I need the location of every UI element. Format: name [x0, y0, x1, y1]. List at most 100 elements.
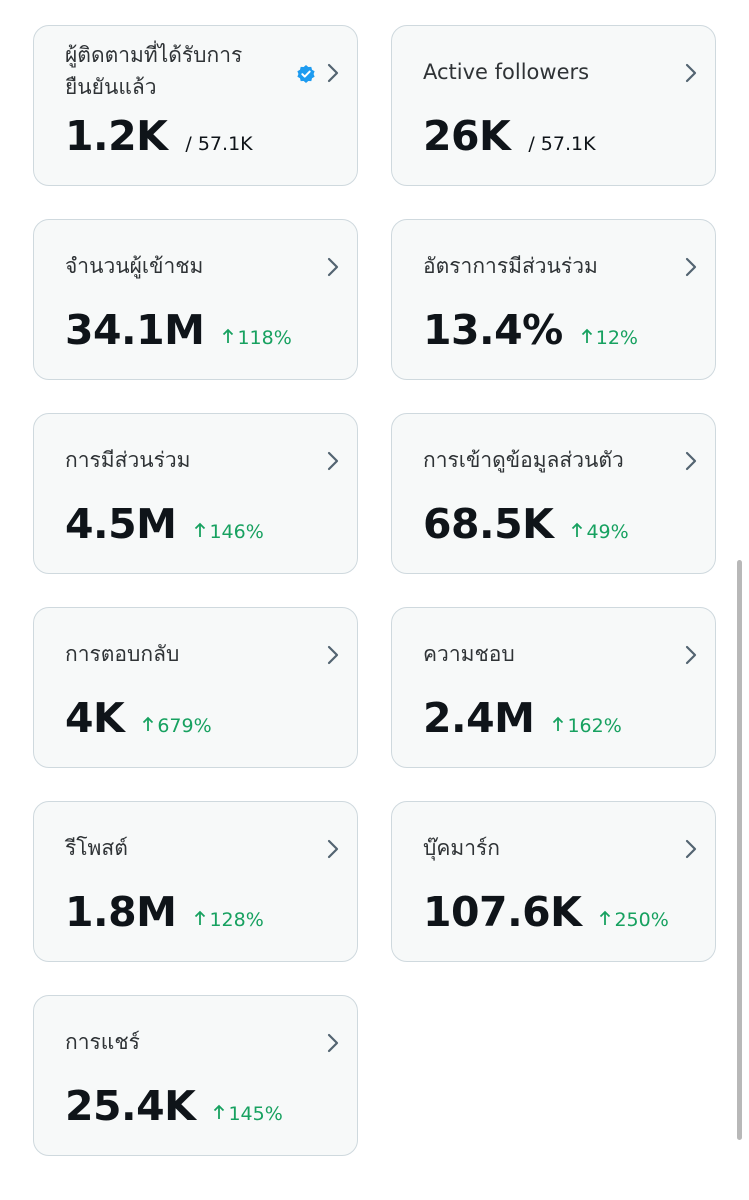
metric-change: 250%: [599, 909, 669, 931]
metric-card[interactable]: ผู้ติดตามที่ได้รับการยืนยันแล้ว 1.2K / 57.…: [33, 25, 358, 186]
up-arrow-icon: [572, 522, 583, 537]
badge: [296, 64, 316, 88]
metric-value: 25.4K: [65, 1082, 196, 1130]
change-text: 250%: [614, 909, 669, 931]
chevron: [683, 644, 699, 670]
card-title: รีโพสต์: [65, 836, 128, 860]
chevron: [325, 256, 341, 282]
up-arrow-icon: [143, 716, 154, 731]
metric-card[interactable]: การเข้าดูข้อมูลส่วนตัว 68.5K 49%: [391, 413, 716, 574]
card-title: การมีส่วนร่วม: [65, 448, 191, 472]
scrollbar: [737, 560, 742, 1140]
metric-card[interactable]: ความชอบ 2.4M 162%: [391, 607, 716, 768]
metric-total: / 57.1K: [185, 133, 253, 155]
metric-value: 26K: [423, 112, 511, 160]
card-title: อัตราการมีส่วนร่วม: [423, 254, 598, 278]
chevron-icon: [685, 451, 697, 471]
metric-change: 679%: [142, 715, 212, 737]
chevron: [325, 1032, 341, 1058]
change-text: 145%: [228, 1103, 283, 1125]
change-text: 679%: [157, 715, 212, 737]
value-row: 26K / 57.1K: [423, 112, 596, 160]
metric-change: 128%: [194, 909, 264, 931]
change-text: 128%: [209, 909, 264, 931]
metric-value: 1.2K: [65, 112, 168, 160]
metric-value: 1.8M: [65, 888, 177, 936]
metric-card[interactable]: อัตราการมีส่วนร่วม 13.4% 12%: [391, 219, 716, 380]
card-title: Active followers: [423, 60, 590, 84]
change-text: 162%: [567, 715, 622, 737]
chevron: [683, 256, 699, 282]
chevron: [325, 644, 341, 670]
metric-change: 12%: [581, 327, 638, 349]
metric-value: 68.5K: [423, 500, 554, 548]
card-title: ความชอบ: [423, 642, 515, 666]
chevron: [683, 838, 699, 864]
chevron: [325, 62, 341, 88]
value-row: 4.5M 146%: [65, 500, 264, 548]
chevron: [325, 838, 341, 864]
value-row: 1.2K / 57.1K: [65, 112, 253, 160]
chevron-icon: [327, 63, 339, 83]
card-title: การแชร์: [65, 1030, 140, 1054]
verified-badge: [297, 65, 315, 83]
value-row: 34.1M 118%: [65, 306, 292, 354]
value-row: 25.4K 145%: [65, 1082, 283, 1130]
card-title: การเข้าดูข้อมูลส่วนตัว: [423, 448, 624, 472]
card-title: ผู้ติดตามที่ได้รับการยืนยันแล้ว: [65, 43, 243, 99]
chevron-icon: [327, 451, 339, 471]
metric-change: 146%: [194, 521, 264, 543]
metric-change: 145%: [213, 1103, 283, 1125]
chevron-icon: [685, 839, 697, 859]
chevron-icon: [327, 1033, 339, 1053]
metric-value: 4.5M: [65, 500, 177, 548]
chevron: [683, 62, 699, 88]
metric-card[interactable]: รีโพสต์ 1.8M 128%: [33, 801, 358, 962]
metric-change: 118%: [222, 327, 292, 349]
card-title: บุ๊คมาร์ก: [423, 836, 501, 860]
chevron: [683, 450, 699, 476]
value-row: 13.4% 12%: [423, 306, 638, 354]
card-title: การตอบกลับ: [65, 642, 180, 666]
value-row: 4K 679%: [65, 694, 212, 742]
value-row: 2.4M 162%: [423, 694, 622, 742]
chevron: [325, 450, 341, 476]
up-arrow-icon: [195, 522, 206, 537]
metric-change: 49%: [571, 521, 629, 543]
up-arrow-icon: [214, 1104, 225, 1119]
metric-value: 13.4%: [423, 306, 563, 354]
metric-card[interactable]: การแชร์ 25.4K 145%: [33, 995, 358, 1156]
value-row: 107.6K 250%: [423, 888, 669, 936]
metric-card[interactable]: การมีส่วนร่วม 4.5M 146%: [33, 413, 358, 574]
up-arrow-icon: [600, 910, 611, 925]
up-arrow-icon: [553, 716, 564, 731]
metric-card[interactable]: การตอบกลับ 4K 679%: [33, 607, 358, 768]
change-text: 49%: [586, 521, 629, 543]
metric-card[interactable]: Active followers 26K / 57.1K: [391, 25, 716, 186]
chevron-icon: [685, 257, 697, 277]
stats-grid: ผู้ติดตามที่ได้รับการยืนยันแล้ว 1.2K / 57.…: [33, 25, 716, 1156]
metric-value: 2.4M: [423, 694, 535, 742]
metric-total: / 57.1K: [528, 133, 596, 155]
metric-value: 34.1M: [65, 306, 205, 354]
card-title: จำนวนผู้เข้าชม: [65, 254, 204, 278]
value-row: 68.5K 49%: [423, 500, 629, 548]
metric-value: 107.6K: [423, 888, 582, 936]
chevron-icon: [685, 63, 697, 83]
value-row: 1.8M 128%: [65, 888, 264, 936]
metric-card[interactable]: บุ๊คมาร์ก 107.6K 250%: [391, 801, 716, 962]
metric-value: 4K: [65, 694, 125, 742]
chevron-icon: [327, 645, 339, 665]
change-text: 118%: [237, 327, 292, 349]
change-text: 12%: [595, 327, 638, 349]
up-arrow-icon: [581, 328, 592, 343]
up-arrow-icon: [195, 910, 206, 925]
chevron-icon: [327, 257, 339, 277]
chevron-icon: [685, 645, 697, 665]
change-text: 146%: [209, 521, 264, 543]
up-arrow-icon: [223, 328, 234, 343]
metric-card[interactable]: จำนวนผู้เข้าชม 34.1M 118%: [33, 219, 358, 380]
chevron-icon: [327, 839, 339, 859]
metric-change: 162%: [552, 715, 622, 737]
